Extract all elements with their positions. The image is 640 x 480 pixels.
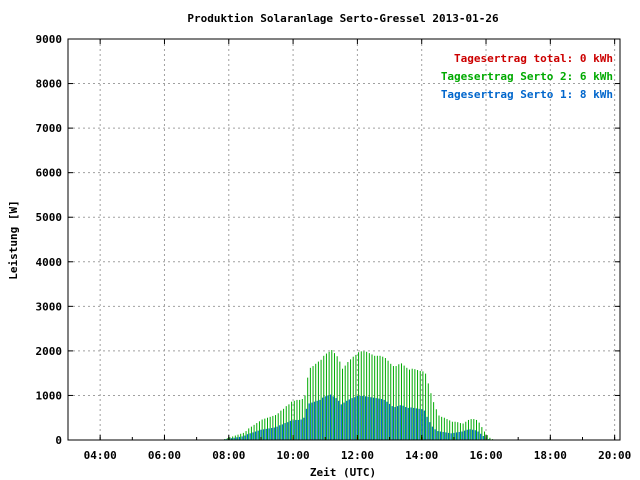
x-tick-label: 04:00	[84, 449, 117, 462]
x-tick-label: 18:00	[534, 449, 567, 462]
legend: Tagesertrag total: 0 kWh Tagesertrag Sert…	[441, 52, 613, 101]
x-tick-label: 12:00	[341, 449, 374, 462]
y-axis-title: Leistung [W]	[7, 200, 20, 279]
y-tick-label: 6000	[36, 167, 63, 180]
x-tick-label: 14:00	[405, 449, 438, 462]
legend-entry: Tagesertrag total: 0 kWh	[454, 52, 613, 65]
bars	[222, 349, 494, 440]
chart-title: Produktion Solaranlage Serto-Gressel 201…	[187, 12, 499, 25]
x-tick-label: 20:00	[598, 449, 631, 462]
y-tick-label: 4000	[36, 256, 63, 269]
x-tick-label: 16:00	[469, 449, 502, 462]
legend-entry: Tagesertrag Serto 2: 6 kWh	[441, 70, 613, 83]
ticks: 0 1000 2000 3000 4000 5000 6000 7000 8000 9000 04:…	[36, 33, 632, 462]
y-tick-label: 0	[55, 434, 62, 447]
y-tick-label: 2000	[36, 345, 63, 358]
y-tick-label: 8000	[36, 78, 63, 91]
y-tick-label: 3000	[36, 300, 63, 313]
x-tick-label: 08:00	[212, 449, 245, 462]
legend-entry: Tagesertrag Serto 1: 8 kWh	[441, 88, 613, 101]
x-axis-title: Zeit (UTC)	[310, 466, 376, 479]
y-tick-label: 1000	[36, 389, 63, 402]
y-tick-label: 9000	[36, 33, 63, 46]
y-tick-label: 5000	[36, 211, 63, 224]
plot-frame	[67, 38, 621, 441]
x-tick-label: 10:00	[277, 449, 310, 462]
x-tick-label: 06:00	[148, 449, 181, 462]
y-tick-label: 7000	[36, 122, 63, 135]
grid	[68, 39, 620, 440]
